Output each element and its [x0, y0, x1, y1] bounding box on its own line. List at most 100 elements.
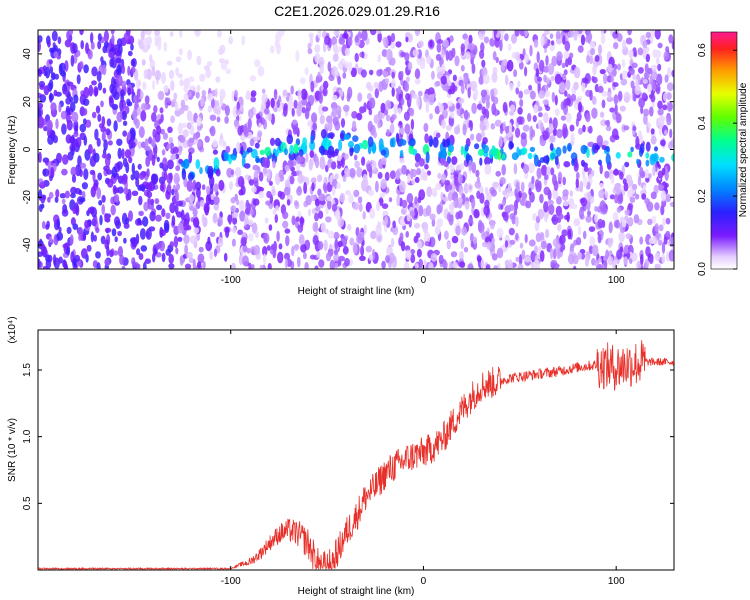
heatmap-cell	[48, 93, 55, 101]
heatmap-cell	[554, 108, 560, 117]
heatmap-cell	[53, 257, 60, 269]
heatmap-cell	[518, 149, 522, 156]
heatmap-cell	[229, 181, 233, 191]
heatmap-cell	[521, 147, 528, 155]
heatmap-cell	[533, 39, 539, 48]
heatmap-cell	[351, 111, 358, 119]
heatmap-cell	[233, 119, 239, 128]
heatmap-cell	[517, 107, 523, 115]
heatmap-cell	[638, 97, 645, 108]
heatmap-cell	[416, 168, 421, 176]
heatmap-cell	[354, 35, 360, 43]
heatmap-cell	[365, 81, 372, 90]
heatmap-cell	[140, 245, 148, 252]
heatmap-cell	[643, 113, 648, 125]
heatmap-cell	[186, 251, 193, 259]
heatmap-cell	[540, 240, 547, 250]
heatmap-cell	[490, 88, 495, 98]
heatmap-cell	[325, 228, 329, 234]
heatmap-cell	[138, 210, 144, 216]
heatmap-cell	[607, 256, 614, 266]
heatmap-cell	[563, 98, 567, 109]
heatmap-cell	[250, 90, 257, 97]
heatmap-cell	[140, 110, 147, 122]
heatmap-cell	[458, 184, 464, 196]
heatmap-cell	[369, 97, 376, 109]
heatmap-cell	[663, 236, 668, 245]
heatmap-cell	[317, 30, 322, 39]
heatmap-cell	[463, 109, 469, 120]
heatmap-cell	[257, 130, 263, 138]
heatmap-cell	[399, 127, 405, 135]
heatmap-cell	[299, 216, 304, 228]
heatmap-cell	[363, 102, 367, 113]
heatmap-cell	[556, 128, 563, 139]
heatmap-cell	[89, 155, 97, 167]
heatmap-cell	[170, 154, 177, 161]
heatmap-cell	[340, 118, 346, 128]
heatmap-cell	[253, 244, 260, 255]
heatmap-cell	[423, 259, 427, 269]
heatmap-cell	[219, 88, 226, 100]
heatmap-cell	[552, 117, 558, 130]
heatmap-cell	[259, 149, 265, 155]
heatmap-cell	[448, 184, 453, 191]
heatmap-cell	[77, 226, 84, 236]
heatmap-cell	[144, 95, 150, 105]
heatmap-cell	[175, 67, 180, 76]
heatmap-cell	[457, 97, 465, 104]
heatmap-cell	[597, 85, 604, 94]
heatmap-cell	[483, 205, 490, 216]
heatmap-cell	[213, 196, 220, 205]
heatmap-cell	[323, 80, 329, 90]
heatmap-cell	[531, 129, 536, 138]
heatmap-cell	[467, 87, 471, 99]
heatmap-cell	[94, 128, 99, 141]
heatmap-cell	[179, 257, 184, 266]
heatmap-cell	[169, 241, 175, 248]
heatmap-cell	[344, 190, 351, 196]
heatmap-cell	[550, 152, 556, 160]
heatmap-cell	[193, 139, 198, 145]
heatmap-cell	[58, 226, 62, 233]
heatmap-cell	[339, 132, 345, 139]
heatmap-cell	[665, 194, 672, 203]
heatmap-cell	[529, 90, 536, 100]
heatmap-cell	[39, 181, 45, 187]
heatmap-cell	[273, 240, 277, 253]
heatmap-cell	[38, 69, 43, 75]
heatmap-cell	[117, 230, 122, 237]
heatmap-cell	[183, 158, 190, 169]
heatmap-cell	[511, 33, 517, 44]
heatmap-cell	[448, 214, 454, 226]
heatmap-cell	[551, 55, 557, 67]
heatmap-cell	[654, 223, 659, 233]
heatmap-cell	[414, 196, 418, 205]
heatmap-cell	[435, 53, 442, 61]
heatmap-cell	[344, 61, 349, 69]
heatmap-cell	[116, 64, 123, 76]
heatmap-cell	[605, 145, 610, 152]
heatmap-cell	[441, 63, 446, 75]
heatmap-cell	[661, 167, 666, 176]
heatmap-cell	[408, 140, 412, 146]
heatmap-cell	[499, 177, 506, 185]
heatmap-cell	[175, 247, 179, 255]
heatmap-cell	[528, 187, 532, 196]
heatmap-cell	[128, 210, 133, 222]
heatmap-cell	[599, 182, 604, 189]
heatmap-cell	[418, 205, 424, 217]
heatmap-cell	[566, 142, 572, 152]
heatmap-cell	[463, 246, 469, 253]
heatmap-cell	[176, 183, 180, 191]
heatmap-cell	[354, 52, 359, 63]
x-tick-label: 0	[421, 576, 427, 587]
heatmap-cell	[517, 116, 523, 125]
heatmap-cell	[79, 123, 87, 133]
heatmap-cell	[519, 242, 524, 249]
heatmap-cell	[72, 207, 77, 214]
heatmap-cell	[57, 36, 62, 45]
heatmap-cell	[494, 119, 502, 127]
heatmap-cell	[598, 159, 602, 166]
